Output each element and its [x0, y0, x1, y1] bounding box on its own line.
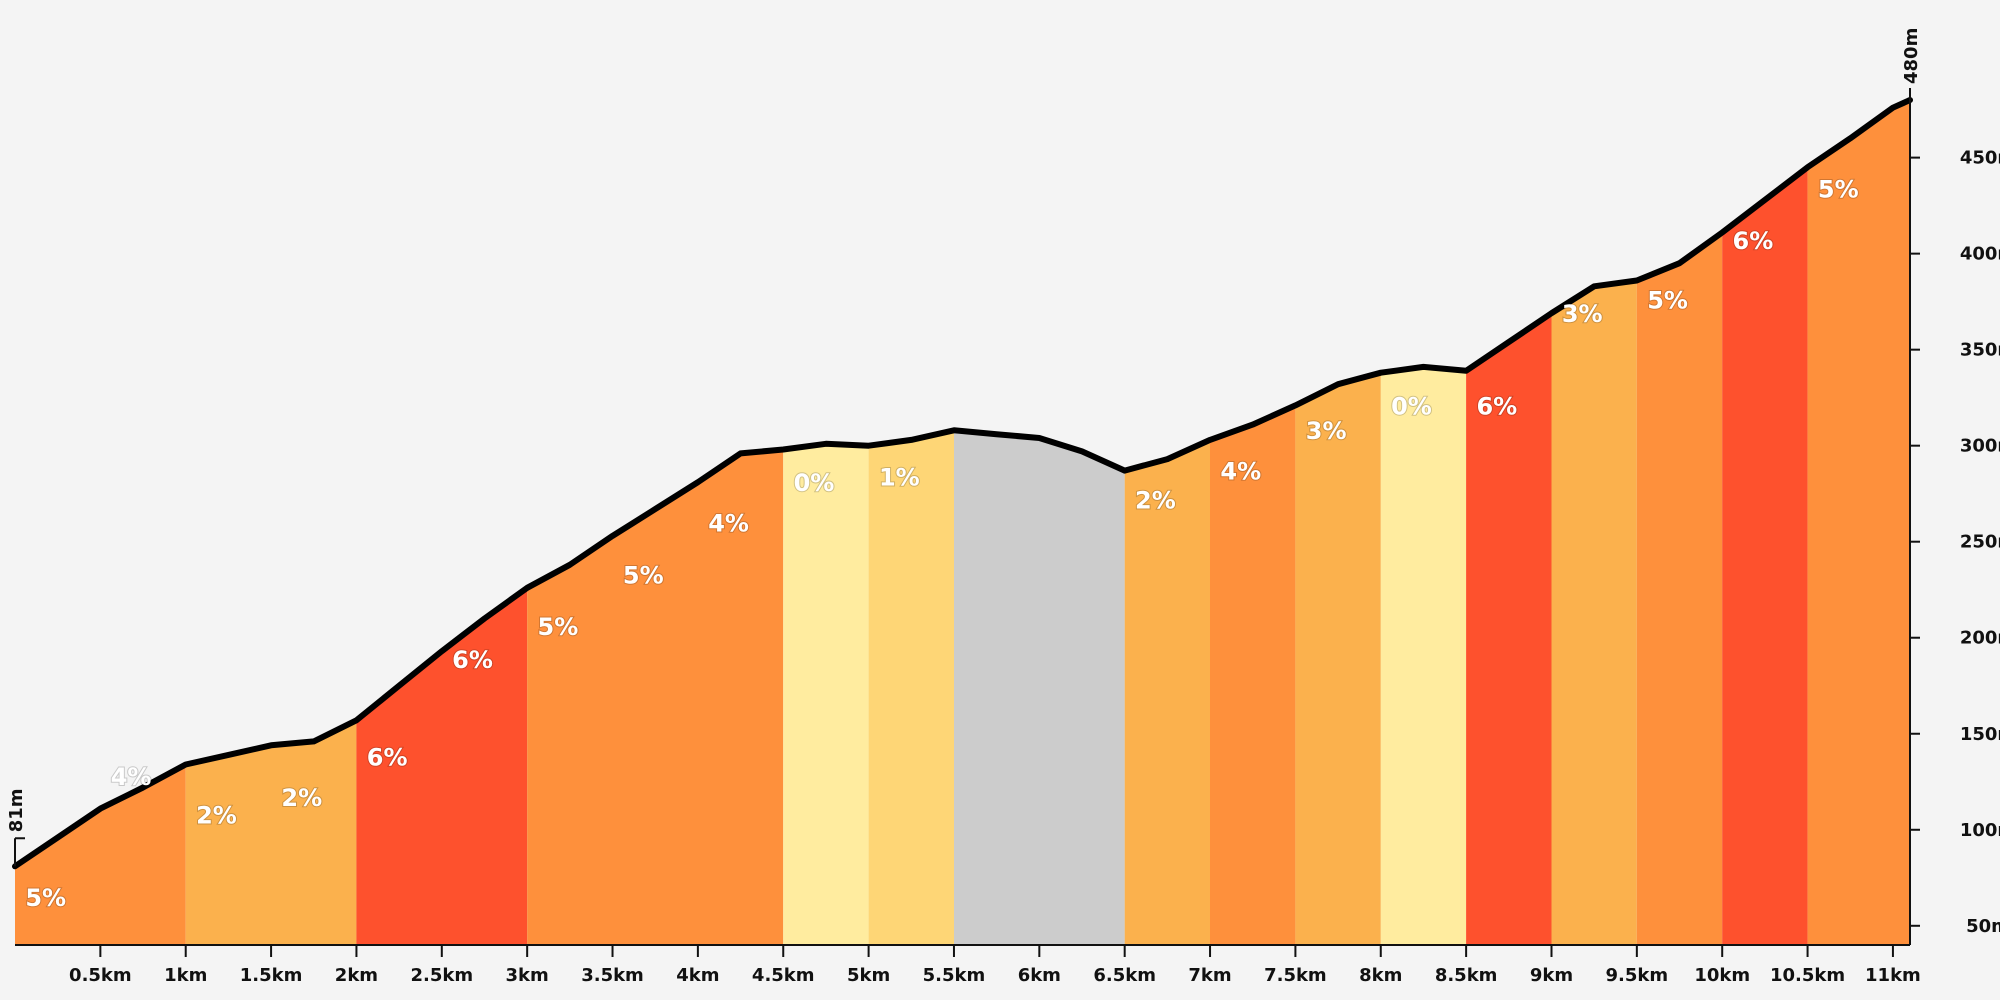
grade-label-16: 6% [1476, 392, 1517, 420]
grade-label-17: 3% [1562, 300, 1603, 328]
y-tick-label: 100m [1960, 820, 2000, 841]
x-tick-label: 5km [847, 965, 890, 986]
y-tick-label: 50m [1966, 916, 2000, 937]
y-tick-label: 300m [1960, 436, 2000, 457]
y-tick-label: 250m [1960, 532, 2000, 553]
grade-segment-3 [356, 587, 528, 945]
x-tick-label: 4km [676, 965, 719, 986]
x-tick-label: 7.5km [1264, 965, 1327, 986]
x-tick-label: 6km [1018, 965, 1061, 986]
grade-segment-2 [185, 720, 357, 945]
grade-label-10: 0% [794, 469, 835, 497]
grade-label-2: 4% [111, 763, 152, 791]
grade-segment-16 [1807, 100, 1910, 945]
x-tick-label: 11km [1865, 965, 1921, 986]
x-tick-label: 2.5km [410, 965, 473, 986]
x-axis: 0.5km 1km 1.5km 2km 2.5km 3km 3.5km 4km 4.5km 5km… [15, 944, 1921, 986]
x-tick-label: 3.5km [581, 965, 644, 986]
grade-label-20: 5% [1818, 175, 1859, 203]
grade-label-14: 3% [1306, 417, 1347, 445]
grade-label-6: 6% [452, 646, 493, 674]
y-tick-label: 400m [1960, 244, 2000, 265]
x-tick-label: 8km [1359, 965, 1402, 986]
x-tick-label: 10.5km [1770, 965, 1845, 986]
elevation-profile [12, 97, 1913, 870]
grade-segment-8 [1124, 439, 1210, 945]
y-axis: 50m 100m 150m 200m 250m 300m 350m 400m 450m [1909, 100, 2000, 945]
grade-label-12: 2% [1135, 486, 1176, 514]
start-elevation-label: 81m [6, 788, 27, 832]
x-tick-label: 1.5km [240, 965, 303, 986]
x-tick-label: 3km [506, 965, 549, 986]
grade-segment-4 [527, 449, 784, 945]
x-tick-label: 8.5km [1435, 965, 1498, 986]
grade-segment-1 [15, 764, 186, 945]
grade-label-11: 1% [879, 463, 920, 491]
x-tick-label: 9km [1530, 965, 1573, 986]
y-tick-label: 200m [1960, 628, 2000, 649]
grade-segment-9 [1210, 405, 1296, 945]
grade-segment-6 [868, 430, 954, 945]
elevation-line [12, 97, 1913, 870]
x-tick-label: 6.5km [1093, 965, 1156, 986]
y-tick-label: 450m [1960, 148, 2000, 169]
grade-label-9: 4% [708, 509, 749, 537]
grade-label-8: 5% [623, 561, 664, 589]
x-tick-label: 1km [164, 965, 207, 986]
grade-segment-15 [1722, 167, 1808, 945]
grade-label-7: 5% [538, 613, 579, 641]
x-tick-label: 2km [335, 965, 378, 986]
x-tick-label: 5.5km [923, 965, 986, 986]
grade-label-3: 2% [196, 801, 237, 829]
x-tick-label: 4.5km [752, 965, 815, 986]
grade-segment-12 [1466, 313, 1552, 945]
grade-label-13: 4% [1220, 458, 1261, 486]
grade-segment-14 [1636, 232, 1723, 945]
grade-label-1: 5% [25, 884, 66, 912]
grade-segment-13 [1551, 280, 1637, 945]
grade-label-5: 6% [367, 744, 408, 772]
grade-segment-11 [1380, 366, 1467, 945]
grade-label-18: 5% [1647, 287, 1688, 315]
grade-label-19: 6% [1733, 227, 1774, 255]
grade-segments [15, 100, 1910, 945]
x-tick-label: 7km [1188, 965, 1231, 986]
grade-labels: 5% 4% 2% 2% 6% 6% 5% 5% 4% 0% 1% 2% 4% 3% 0% 6% 3% 5% 6% 5% [24, 174, 1859, 913]
x-tick-label: 10km [1694, 965, 1750, 986]
x-tick-label: 9.5km [1606, 965, 1669, 986]
grade-segment-7 [954, 430, 1125, 945]
grade-label-4: 2% [281, 784, 322, 812]
end-markers: 81m 480m [6, 28, 1922, 867]
x-tick-label: 0.5km [69, 965, 132, 986]
y-tick-label: 150m [1960, 724, 2000, 745]
grade-label-15: 0% [1391, 392, 1432, 420]
grade-segment-5 [783, 443, 869, 945]
end-elevation-label: 480m [1901, 28, 1922, 84]
grade-segment-10 [1295, 372, 1381, 945]
y-tick-label: 350m [1960, 340, 2000, 361]
